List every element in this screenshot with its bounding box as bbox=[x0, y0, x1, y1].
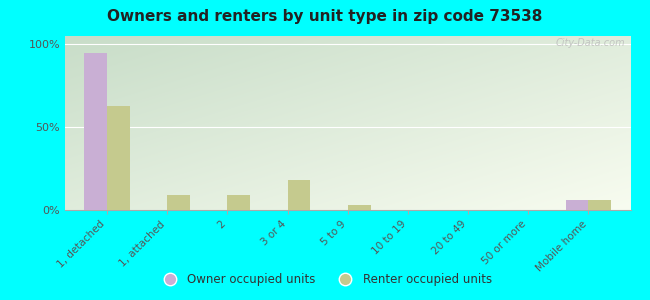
Bar bbox=[84, 52, 107, 210]
Text: City-Data.com: City-Data.com bbox=[555, 38, 625, 48]
Text: Owners and renters by unit type in zip code 73538: Owners and renters by unit type in zip c… bbox=[107, 9, 543, 24]
Bar bbox=[348, 205, 370, 210]
Bar bbox=[227, 195, 250, 210]
Legend: Owner occupied units, Renter occupied units: Owner occupied units, Renter occupied un… bbox=[153, 269, 497, 291]
Bar bbox=[588, 200, 611, 210]
Bar bbox=[566, 200, 588, 210]
Bar bbox=[107, 106, 130, 210]
Bar bbox=[167, 195, 190, 210]
Bar bbox=[287, 180, 311, 210]
